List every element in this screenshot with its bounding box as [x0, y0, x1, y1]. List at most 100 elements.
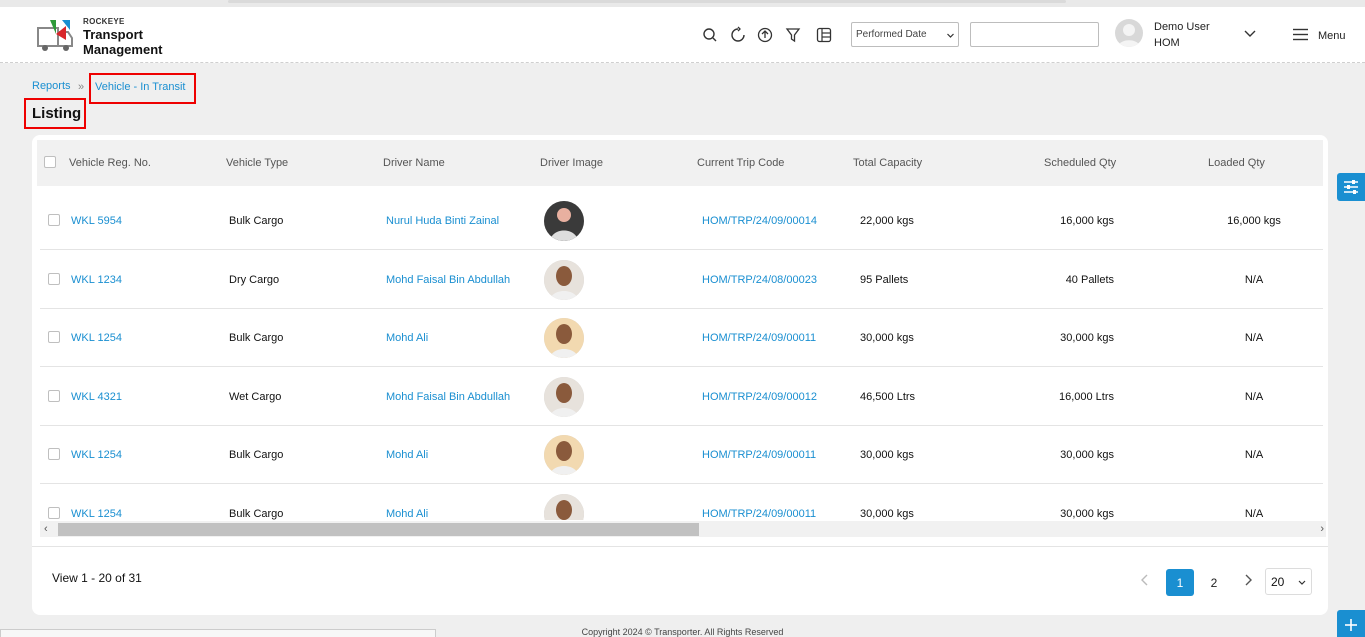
vehicle-type: Wet Cargo	[229, 390, 282, 403]
page-title: Listing	[24, 98, 86, 129]
vehicle-reg-link[interactable]: WKL 1254	[71, 332, 122, 344]
column-header[interactable]: Driver Image	[540, 157, 603, 169]
row-checkbox[interactable]	[48, 506, 60, 519]
breadcrumb-current[interactable]: Vehicle - In Transit	[89, 73, 196, 104]
upload-icon[interactable]	[756, 26, 774, 44]
chevron-down-icon[interactable]	[1243, 29, 1257, 39]
user-role: HOM	[1154, 37, 1180, 49]
table-row[interactable]: WKL 1234 Dry Cargo Mohd Faisal Bin Abdulla…	[40, 251, 1323, 309]
row-checkbox[interactable]	[48, 272, 60, 285]
date-input[interactable]	[970, 22, 1099, 47]
vehicle-reg-link[interactable]: WKL 5954	[71, 215, 122, 227]
date-filter-select[interactable]: Performed Date	[851, 22, 959, 47]
driver-name-link[interactable]: Mohd Ali	[386, 332, 429, 344]
scroll-right-icon[interactable]: ›	[1320, 523, 1324, 535]
app-logo	[37, 20, 73, 51]
brand-small: ROCKEYE	[83, 17, 125, 26]
browser-top-strip	[0, 0, 1365, 7]
search-icon[interactable]	[701, 26, 719, 44]
trip-code-link[interactable]: HOM/TRP/24/09/00011	[702, 507, 817, 520]
table-row[interactable]: WKL 4321 Wet Cargo Mohd Faisal Bin Abdulla…	[40, 368, 1323, 426]
vehicle-type: Dry Cargo	[229, 273, 280, 286]
driver-name-link[interactable]: Mohd Ali	[386, 449, 429, 461]
table-body: WKL 5954 Bulk Cargo Nurul Huda Binti Zaina…	[40, 192, 1323, 520]
scheduled-qty: 16,000 kgs	[1060, 215, 1114, 227]
add-button[interactable]	[1337, 610, 1365, 637]
vehicle-reg-link[interactable]: WKL 1254	[71, 449, 122, 461]
table-row[interactable]: WKL 1254 Bulk Cargo Mohd Ali HOM/TRP/24/09/…	[40, 426, 1323, 484]
scrollbar-thumb[interactable]	[58, 523, 699, 536]
sliders-icon	[1344, 180, 1358, 194]
total-capacity: 95 Pallets	[860, 273, 909, 286]
browser-status-bar	[0, 629, 436, 637]
vehicle-reg-link[interactable]: WKL 1234	[71, 273, 122, 286]
page-button-2[interactable]: 2	[1210, 576, 1218, 590]
row-checkbox[interactable]	[48, 389, 60, 402]
filter-icon[interactable]	[784, 26, 802, 44]
breadcrumb-separator-icon: »	[78, 81, 85, 93]
row-checkbox[interactable]	[48, 214, 60, 226]
date-filter-value: Performed Date	[856, 29, 927, 40]
chevron-left-icon[interactable]	[1139, 573, 1151, 587]
vehicle-type: Bulk Cargo	[229, 507, 284, 520]
vehicle-reg-link[interactable]: WKL 1254	[71, 507, 122, 520]
scroll-left-icon[interactable]: ‹	[44, 523, 48, 535]
hamburger-icon[interactable]	[1293, 28, 1308, 41]
total-capacity: 30,000 kgs	[860, 449, 914, 461]
footer-copyright: Copyright 2024 © Transporter. All Rights…	[581, 627, 784, 637]
row-checkbox[interactable]	[48, 448, 60, 460]
table-row[interactable]: WKL 5954 Bulk Cargo Nurul Huda Binti Zaina…	[40, 192, 1323, 250]
vehicle-type: Bulk Cargo	[229, 332, 284, 344]
chevron-down-icon	[1298, 580, 1306, 585]
driver-name-link[interactable]: Mohd Faisal Bin Abdullah	[386, 390, 511, 403]
column-header[interactable]: Loaded Qty	[1208, 157, 1265, 169]
column-header[interactable]: Driver Name	[383, 157, 445, 169]
horizontal-scrollbar[interactable]: ‹ ›	[40, 521, 1326, 537]
record-count: View 1 - 20 of 31	[52, 571, 142, 585]
trip-code-link[interactable]: HOM/TRP/24/09/00014	[702, 215, 817, 227]
column-header[interactable]: Scheduled Qty	[1044, 157, 1117, 169]
driver-avatar	[544, 493, 584, 520]
trip-code-link[interactable]: HOM/TRP/24/08/00023	[702, 273, 817, 286]
scheduled-qty: 30,000 kgs	[1060, 332, 1114, 344]
brand-title-line2: Management	[83, 42, 163, 57]
driver-avatar	[544, 201, 584, 241]
table-row[interactable]: WKL 1254 Bulk Cargo Mohd Ali HOM/TRP/24/09/…	[40, 485, 1323, 520]
loaded-qty: N/A	[1244, 507, 1264, 520]
breadcrumb-reports-link[interactable]: Reports	[32, 80, 71, 92]
total-capacity: 30,000 kgs	[860, 507, 914, 520]
column-header[interactable]: Vehicle Reg. No.	[69, 157, 151, 169]
driver-avatar	[544, 435, 584, 475]
loaded-qty: N/A	[1244, 390, 1264, 403]
trip-code-link[interactable]: HOM/TRP/24/09/00011	[702, 449, 817, 461]
user-name: Demo User	[1154, 21, 1210, 33]
trip-code-link[interactable]: HOM/TRP/24/09/00011	[702, 332, 817, 344]
chevron-right-icon[interactable]	[1242, 573, 1254, 587]
vehicle-reg-link[interactable]: WKL 4321	[71, 390, 122, 403]
breadcrumb: Reports » Vehicle - In Transit	[32, 73, 196, 104]
driver-name-link[interactable]: Mohd Ali	[386, 507, 429, 520]
refresh-icon[interactable]	[729, 26, 747, 44]
trip-code-link[interactable]: HOM/TRP/24/09/00012	[702, 390, 817, 403]
app-header: ROCKEYE Transport Management Performed D…	[0, 7, 1365, 63]
menu-button-label[interactable]: Menu	[1318, 30, 1346, 42]
driver-avatar	[544, 318, 584, 358]
page-button-1[interactable]: 1	[1166, 569, 1194, 596]
plus-icon	[1345, 619, 1357, 631]
column-header[interactable]: Vehicle Type	[226, 157, 289, 169]
table-row[interactable]: WKL 1254 Bulk Cargo Mohd Ali HOM/TRP/24/09/…	[40, 309, 1323, 367]
columns-icon[interactable]	[815, 26, 833, 44]
vehicle-type: Bulk Cargo	[229, 449, 284, 461]
column-header[interactable]: Current Trip Code	[697, 157, 785, 169]
total-capacity: 46,500 Ltrs	[860, 390, 916, 403]
top-scroll-indicator	[228, 0, 1066, 3]
driver-name-link[interactable]: Mohd Faisal Bin Abdullah	[386, 273, 511, 286]
driver-name-link[interactable]: Nurul Huda Binti Zainal	[386, 215, 500, 227]
page-size-select[interactable]: 20	[1265, 568, 1312, 595]
column-header[interactable]: Total Capacity	[853, 157, 923, 169]
total-capacity: 30,000 kgs	[860, 332, 914, 344]
user-avatar[interactable]	[1115, 19, 1143, 47]
row-checkbox[interactable]	[48, 331, 60, 343]
settings-slider-tab[interactable]	[1337, 173, 1365, 201]
select-all-checkbox[interactable]	[44, 156, 56, 168]
